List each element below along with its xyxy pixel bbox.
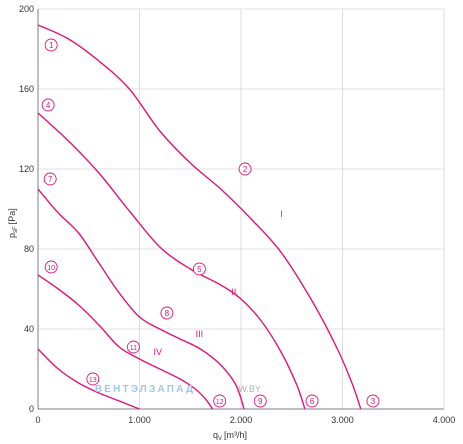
point-marker-circle (366, 394, 380, 408)
point-marker: 10 (44, 260, 58, 274)
watermark-suffix: .W.BY (236, 384, 261, 394)
y-tick-label: 200 (19, 4, 34, 14)
point-marker-label: 8 (165, 309, 170, 318)
curve-label: III (196, 329, 204, 339)
point-marker-circle (253, 394, 267, 408)
point-marker: 6 (305, 394, 319, 408)
point-marker: 5 (192, 262, 206, 276)
series-line-III (37, 188, 245, 410)
point-marker-circle (192, 262, 206, 276)
point-marker-label: 12 (216, 399, 224, 406)
x-axis-label-main: q (213, 430, 218, 440)
series-line-IV (37, 274, 214, 410)
point-marker: 8 (160, 306, 174, 320)
x-axis-label-unit: [m³/h] (224, 430, 247, 440)
x-tick-label: 0 (35, 415, 40, 425)
point-marker: 9 (253, 394, 267, 408)
point-marker: 7 (43, 172, 57, 186)
point-marker: 1 (44, 38, 58, 52)
watermark: ВЕНТЭЛЗАПАД .W.BY (95, 384, 261, 395)
point-marker-circle (86, 372, 100, 386)
y-tick-label: 160 (19, 84, 34, 94)
y-tick-label: 80 (24, 244, 34, 254)
axes (37, 9, 444, 410)
point-marker-circle (41, 98, 55, 112)
y-tick-label: 120 (19, 164, 34, 174)
series-line-II (37, 112, 306, 410)
point-marker-circle (126, 340, 140, 354)
point-marker: 3 (366, 394, 380, 408)
point-marker: 13 (86, 372, 100, 386)
point-marker-label: 2 (243, 165, 248, 174)
x-axis-label-sub: V (218, 436, 222, 442)
curve-label: I (280, 209, 283, 219)
point-marker-label: 13 (89, 377, 97, 384)
y-axis-label-unit: [Pa] (7, 208, 17, 224)
point-marker-circle (305, 394, 319, 408)
series-line-5 (37, 348, 140, 410)
x-tick-label: 4.000 (433, 415, 456, 425)
point-marker-label: 9 (258, 397, 263, 406)
x-axis-label: qV [m³/h] (213, 430, 247, 442)
point-marker-circle (44, 260, 58, 274)
point-marker-label: 7 (48, 175, 53, 184)
x-tick-label: 1.000 (128, 415, 151, 425)
curve-label: IV (154, 347, 163, 357)
watermark-text: ВЕНТЭЛЗАПАД (95, 384, 195, 395)
point-marker-label: 4 (46, 101, 51, 110)
point-marker-circle (160, 306, 174, 320)
point-marker-circle (44, 38, 58, 52)
point-marker-circle (238, 162, 252, 176)
y-tick-label: 40 (24, 324, 34, 334)
point-marker: 4 (41, 98, 55, 112)
point-marker-label: 3 (371, 397, 376, 406)
point-marker-label: 1 (49, 41, 54, 50)
point-marker: 11 (126, 340, 140, 354)
point-marker-label: 10 (47, 265, 55, 272)
point-marker: 2 (238, 162, 252, 176)
y-axis-label-main: p (7, 233, 17, 238)
series-line-I (37, 24, 362, 410)
x-tick-label: 3.000 (331, 415, 354, 425)
point-marker-label: 5 (197, 265, 202, 274)
x-tick-label: 2.000 (230, 415, 253, 425)
point-marker: 12 (213, 394, 227, 408)
point-marker-label: 6 (310, 397, 315, 406)
tick-labels: 0 1.000 2.000 3.000 4.000 0 40 80 120 160 200 (19, 4, 455, 425)
point-marker-label: 11 (130, 345, 137, 352)
y-axis-label: psF [Pa] (7, 208, 19, 238)
point-marker-circle (213, 394, 227, 408)
y-axis-label-sub: sF (13, 226, 19, 233)
curve-label: II (231, 287, 236, 297)
y-tick-label: 0 (29, 404, 34, 414)
curves (37, 24, 362, 410)
point-marker-circle (43, 172, 57, 186)
